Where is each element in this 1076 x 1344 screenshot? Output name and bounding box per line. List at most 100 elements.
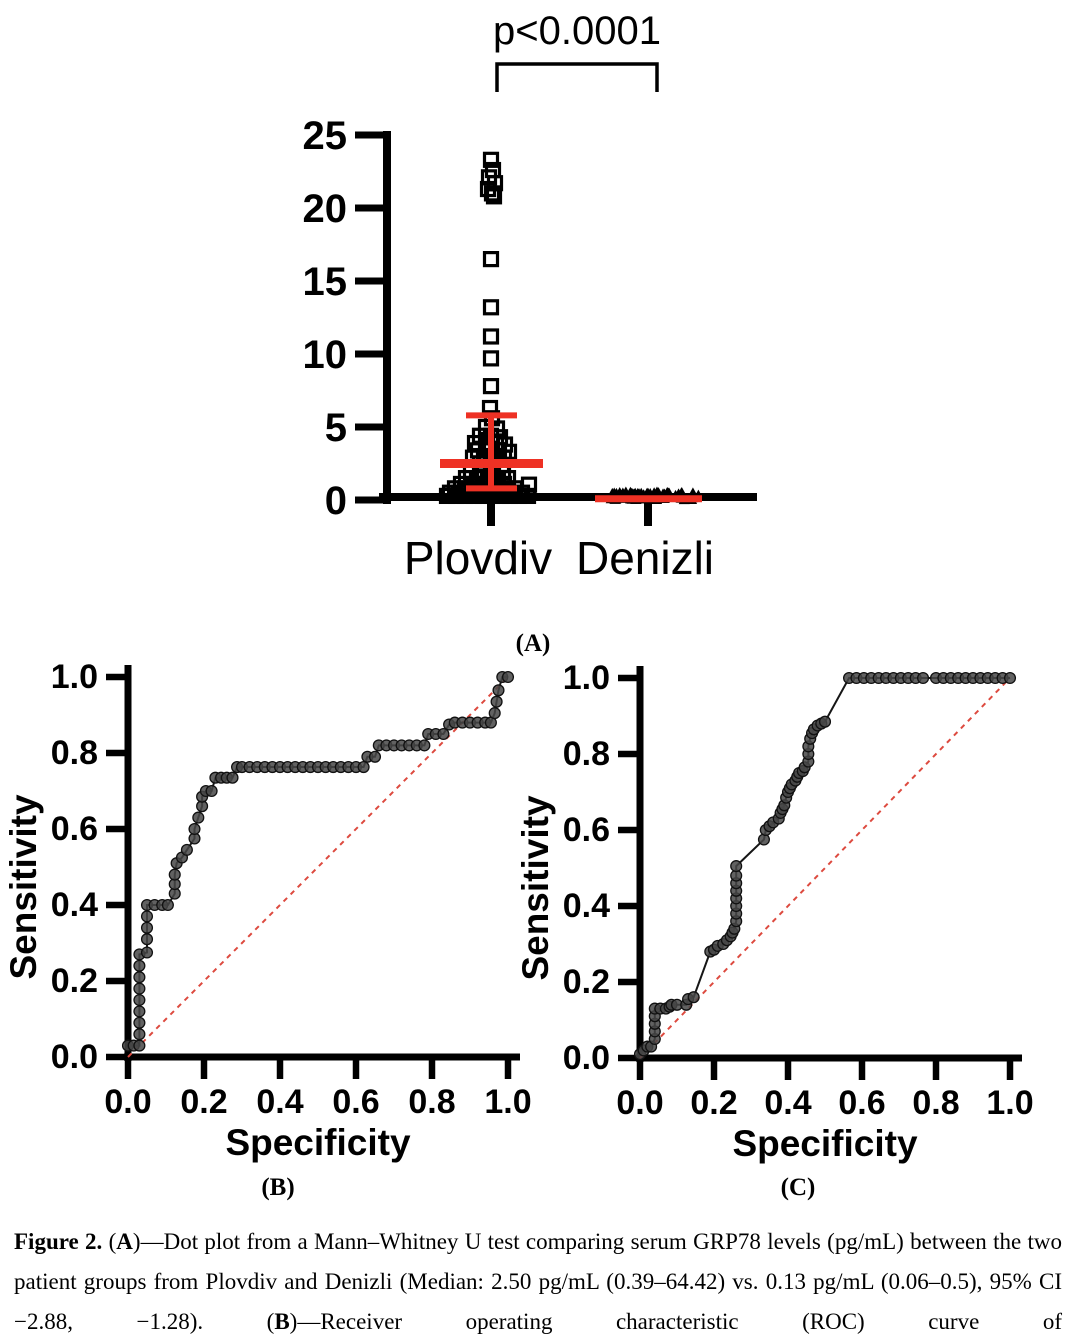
roc-point-marker [730,860,743,873]
roc-point-marker [168,868,181,881]
y-tick-label: 0.6 [563,811,610,849]
denizli-point-marker [629,487,641,498]
category-label-denizli: Denizli [576,532,714,584]
plovdiv-point-marker [447,487,465,505]
roc-point-marker [133,1039,146,1052]
x-tick-label: 0.0 [104,1083,151,1121]
roc-point-marker [192,811,205,824]
plovdiv-point-marker [482,251,500,268]
y-tick-label: 5 [325,406,347,450]
roc-point-marker [437,727,450,741]
y-tick-group: 0 5 10 15 20 25 [303,114,384,523]
plovdiv-point-marker [510,487,528,505]
caption-text-segment: )—Receiver operating characteristic (ROC… [289,1309,1062,1334]
roc-point-marker [133,1005,146,1018]
x-tick-label: 0.6 [838,1084,885,1122]
y-tick-label: 0 [325,479,347,523]
plovdiv-point-marker [482,151,500,168]
plovdiv-point-marker [482,350,500,367]
roc-point-marker [226,771,239,784]
roc-point-marker [357,761,370,774]
plovdiv-point-marker [482,299,500,316]
denizli-point-marker [641,487,653,498]
panel-c-roc-chart: 0.0 0.2 0.4 0.6 0.8 1.0 0.0 0.2 0.4 0.6 0.8 1.0 Spec… [515,659,1034,1164]
y-tick-label: 0.8 [51,734,98,772]
roc-curve-markers [121,670,515,1052]
roc-point-marker [140,933,154,946]
plovdiv-point-marker [485,188,503,205]
y-tick-label: 15 [303,260,348,304]
x-tick-label: 0.8 [408,1083,455,1121]
roc-point-marker [140,910,154,923]
y-tick-label: 0.0 [563,1039,610,1077]
roc-point-marker [133,959,146,972]
y-tick-label: 1.0 [563,659,610,697]
y-tick-label: 1.0 [51,658,98,696]
roc-point-marker [133,982,146,995]
x-tick-label: 1.0 [484,1083,531,1121]
y-tick-label: 10 [303,333,348,377]
roc-point-marker [140,921,154,934]
y-tick-label: 0.8 [563,735,610,773]
caption-text-segment: )—Dot plot from a Mann–Whitney U test co… [14,1229,1062,1334]
x-tick-label: 0.4 [764,1084,811,1122]
x-tick-label: 0.0 [616,1084,663,1122]
plovdiv-point-marker [456,487,474,505]
figure-charts-canvas: 0 5 10 15 20 25 Plovdiv Denizli p<0.0001 0.0 0.2 0.… [3,9,1034,1164]
y-tick-label: 0.4 [563,887,610,925]
x-axis-title: Specificity [732,1123,917,1164]
roc-point-marker [687,991,700,1004]
caption-bold-segment: Figure 2. [14,1229,103,1254]
roc-point-marker [501,670,515,684]
x-axis-title: Specificity [225,1122,410,1163]
caption-bold-segment: B [274,1309,290,1334]
panel-b-roc-chart: 0.0 0.2 0.4 0.6 0.8 1.0 0.0 0.2 0.4 0.6 0.8 1.0 Spec… [3,658,532,1163]
plovdiv-point-marker [519,487,537,505]
roc-point-marker [916,671,930,685]
y-axis-title: Sensitivity [515,795,556,980]
roc-point-marker [205,784,218,798]
denizli-point-marker [662,487,674,498]
roc-point-marker [418,739,431,752]
x-tick-label: 0.4 [256,1083,303,1121]
y-tick-label: 20 [303,187,348,231]
significance-bracket [495,62,659,92]
median-error-bars [440,412,702,503]
y-tick-label: 0.4 [51,886,98,924]
panel-c-label: (C) [780,1174,816,1201]
panel-a-label: (A) [515,630,551,657]
y-tick-label: 25 [303,114,348,158]
roc-point-marker [161,898,174,912]
roc-point-marker [488,707,501,720]
p-value-text: p<0.0001 [493,9,661,53]
roc-point-marker [1003,671,1017,685]
reference-diagonal-line [127,676,509,1058]
denizli-point-marker [651,486,663,497]
roc-point-marker [133,993,146,1007]
roc-point-marker [492,684,505,697]
roc-curve-markers [633,671,1017,1061]
plovdiv-point-marker [438,487,456,505]
y-tick-label: 0.0 [51,1038,98,1076]
plovdiv-point-marker [482,328,500,345]
roc-point-marker [818,715,832,728]
x-tick-label: 0.2 [180,1083,227,1121]
roc-point-marker [133,1016,146,1029]
caption-bold-segment: A [116,1229,133,1254]
roc-point-marker [133,971,146,984]
x-tick-label: 0.8 [912,1084,959,1122]
y-tick-label: 0.2 [51,962,98,1000]
caption-text-segment: ( [102,1229,117,1254]
roc-point-marker [490,695,503,708]
panel-a-dot-plot: 0 5 10 15 20 25 Plovdiv Denizli p<0.0001 [303,9,757,584]
reference-diagonal-line [639,677,1011,1059]
plovdiv-point-marker [482,378,500,395]
y-axis-title: Sensitivity [3,794,44,979]
category-label-plovdiv: Plovdiv [404,532,552,584]
x-tick-label: 0.6 [332,1083,379,1121]
roc-point-marker [133,1028,146,1041]
roc-point-marker [140,946,154,959]
roc-point-marker [180,843,193,856]
x-tick-label: 1.0 [986,1084,1033,1122]
